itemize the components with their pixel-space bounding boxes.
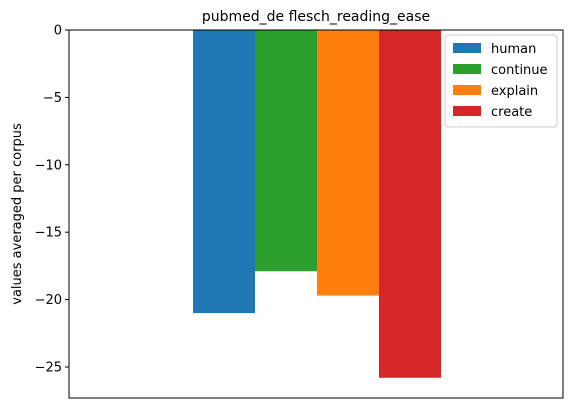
legend-swatch-explain bbox=[453, 85, 481, 95]
legend-label-create: create bbox=[491, 105, 532, 120]
legend-swatch-create bbox=[453, 106, 481, 116]
legend-swatch-human bbox=[453, 43, 481, 53]
legend-swatch-continue bbox=[453, 64, 481, 74]
y-tick-label: −5 bbox=[43, 91, 62, 106]
bar-create bbox=[379, 30, 441, 378]
legend: human continue explain create bbox=[444, 34, 558, 128]
legend-label-explain: explain bbox=[491, 84, 538, 99]
y-tick-label: −10 bbox=[35, 158, 62, 173]
legend-label-human: human bbox=[491, 42, 536, 57]
y-axis: 0 −5 −10 −15 −20 −25 bbox=[35, 24, 69, 375]
y-tick-label: −25 bbox=[35, 360, 62, 375]
bar-explain bbox=[317, 30, 379, 296]
legend-box bbox=[444, 34, 558, 128]
y-axis-label: values averaged per corpus bbox=[10, 123, 25, 305]
bars-group bbox=[193, 30, 441, 378]
y-tick-label: −20 bbox=[35, 293, 62, 308]
chart-title: pubmed_de flesch_reading_ease bbox=[202, 9, 430, 25]
bar-human bbox=[193, 30, 255, 314]
y-tick-label: 0 bbox=[54, 24, 62, 39]
y-tick-label: −15 bbox=[35, 226, 62, 241]
plot-frame bbox=[68, 29, 564, 399]
legend-label-continue: continue bbox=[491, 63, 548, 78]
bar-continue bbox=[255, 30, 317, 272]
